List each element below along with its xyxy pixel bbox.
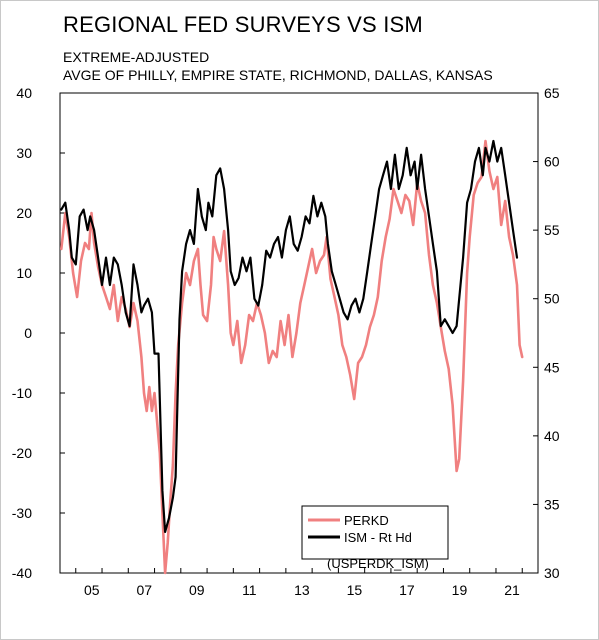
y-left-tick-label: -10 xyxy=(12,385,32,401)
x-tick-label: 17 xyxy=(399,582,415,598)
legend: PERKD ISM - Rt Hd (USPERDK_ISM) xyxy=(301,505,449,571)
x-tick-label: 07 xyxy=(136,582,152,598)
y-right-tick-label: 60 xyxy=(544,154,560,170)
x-tick-label: 09 xyxy=(189,582,205,598)
y-left-tick-label: -30 xyxy=(12,505,32,521)
x-tick-label: 05 xyxy=(84,582,100,598)
y-left-tick-label: 30 xyxy=(16,145,32,161)
y-left-tick-label: 20 xyxy=(16,205,32,221)
x-tick-label: 11 xyxy=(242,582,257,598)
plot-area xyxy=(59,92,539,574)
right-axis: 65 60 55 50 45 40 35 30 xyxy=(533,85,560,581)
y-right-tick-label: 55 xyxy=(544,222,560,238)
chart-subtitle-sources: AVGE OF PHILLY, EMPIRE STATE, RICHMOND, … xyxy=(63,67,493,83)
y-left-tick-label: 10 xyxy=(16,265,32,281)
legend-box xyxy=(301,505,449,560)
x-axis: 05 07 09 11 13 15 17 19 21 xyxy=(75,568,523,598)
chart-title: REGIONAL FED SURVEYS VS ISM xyxy=(63,12,423,37)
y-left-tick-label: 0 xyxy=(24,325,32,341)
legend-code: (USPERDK_ISM) xyxy=(327,556,429,571)
series-line-ism xyxy=(60,139,519,533)
x-tick-label: 21 xyxy=(504,582,520,598)
x-tick-label: 19 xyxy=(452,582,468,598)
chart-subtitle-adjustment: EXTREME-ADJUSTED xyxy=(63,49,210,65)
y-right-tick-label: 65 xyxy=(544,85,560,101)
y-right-tick-label: 50 xyxy=(544,291,560,307)
y-left-tick-label: -40 xyxy=(12,565,32,581)
y-right-tick-label: 45 xyxy=(544,359,560,375)
y-right-tick-label: 35 xyxy=(544,496,560,512)
x-tick-label: 15 xyxy=(347,582,363,598)
y-right-tick-label: 40 xyxy=(544,428,560,444)
legend-label-ism: ISM - Rt Hd xyxy=(344,530,412,545)
x-tick-label: 13 xyxy=(294,582,310,598)
series-line-perkd xyxy=(60,139,524,575)
series-layer xyxy=(60,139,524,575)
left-axis: 40 30 20 10 0 -10 -20 -30 -40 xyxy=(12,85,65,581)
y-right-tick-label: 30 xyxy=(544,565,560,581)
y-left-tick-label: 40 xyxy=(16,85,32,101)
legend-label-perkd: PERKD xyxy=(344,513,389,528)
y-left-tick-label: -20 xyxy=(12,445,32,461)
